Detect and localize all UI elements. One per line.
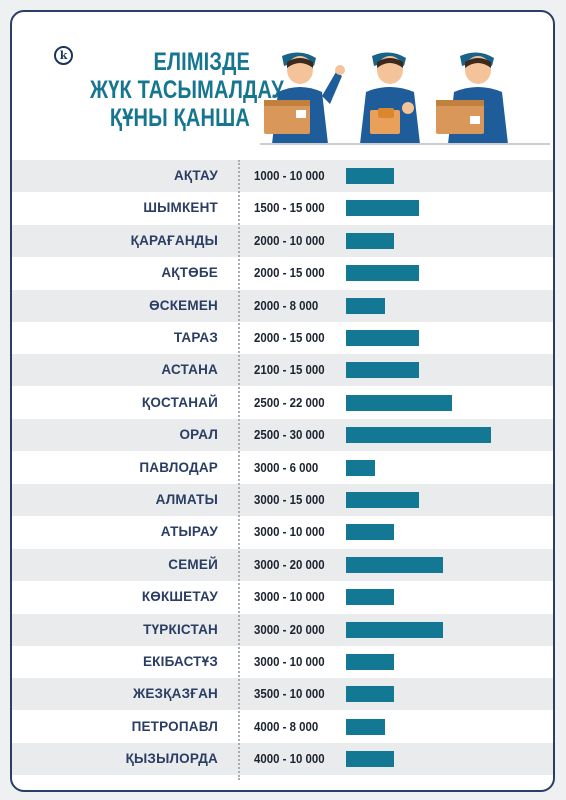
delivery-workers-illustration [260,52,550,145]
chart-row-band [12,743,553,776]
city-label: ЕКІБАСТҰЗ [142,654,218,669]
title-line-1: ЕЛІМІЗДЕ [153,48,250,76]
city-label: ҚЫЗЫЛОРДА [125,751,218,767]
price-range-label: 2000 - 15 000 [254,265,325,281]
price-range-label: 1500 - 15 000 [254,200,325,216]
city-label: ОРАЛ [179,427,218,443]
column-divider [238,160,240,780]
chart-row-band [12,451,553,484]
price-range-label: 3500 - 10 000 [254,686,325,702]
city-label: АСТАНА [161,362,218,378]
chart-row-band [12,192,553,225]
city-label: КӨКШЕТАУ [141,589,218,605]
price-bar [346,200,419,217]
price-range-label: 2000 - 8 000 [254,297,319,313]
price-range-label: 2000 - 10 000 [254,232,325,248]
chart-row-band [12,160,553,192]
price-bar [346,621,443,638]
price-range-label: 2500 - 30 000 [254,427,325,443]
price-range-label: 3000 - 10 000 [254,524,325,540]
chart-row-band [12,710,553,743]
city-label: ТАРАЗ [173,330,218,345]
chart-row-band [12,613,553,646]
price-bar [346,330,419,346]
price-bar [346,492,419,508]
city-label: ТҮРКІСТАН [143,621,218,637]
price-range-label: 3000 - 20 000 [254,621,325,637]
chart-row-band [12,516,553,549]
price-range-label: 4000 - 8 000 [254,718,319,734]
city-label: ӨСКЕМЕН [149,297,218,313]
city-label: ПЕТРОПАВЛ [131,718,218,734]
price-bar [346,751,395,768]
city-label: ҚОСТАНАЙ [141,394,218,410]
delivery-worker-3-icon [436,52,508,144]
price-range-label: 3000 - 6 000 [254,459,319,475]
price-range-label: 2100 - 15 000 [254,362,325,378]
price-bar [346,718,385,735]
price-range-label: 3000 - 10 000 [254,589,325,605]
price-range-label: 1000 - 10 000 [254,168,325,183]
price-bar [346,654,395,670]
price-bar [346,686,395,703]
city-label: СЕМЕЙ [168,556,218,572]
city-label: ШЫМКЕНТ [143,200,218,216]
price-bar [346,297,385,314]
price-bar [346,362,419,379]
chart-row-band [12,224,553,257]
title-line-3: ҚҰНЫ ҚАНША [109,104,250,132]
title-line-2: ЖҮК ТАСЫМАЛДАУ [90,76,284,104]
infographic-card: k ЕЛІМІЗДЕ ЖҮК ТАСЫМАЛДАУ ҚҰНЫ ҚАНША [10,10,555,792]
city-label: АҚТӨБЕ [161,265,218,281]
price-range-label: 3000 - 10 000 [254,654,325,669]
logo: k [54,46,73,65]
price-range-label: 2000 - 15 000 [254,330,325,345]
price-range-label: 4000 - 10 000 [254,751,325,767]
price-bar [346,427,491,444]
price-bar [346,394,453,411]
price-bar [346,168,395,184]
chart-row-band [12,386,553,419]
price-bar [346,265,419,282]
city-label: АТЫРАУ [160,524,218,540]
price-range-label: 3000 - 20 000 [254,556,325,572]
price-bar [346,589,395,606]
city-label: АҚТАУ [173,168,218,183]
city-label: ЖЕЗҚАЗҒАН [132,686,218,702]
price-range-chart: АҚТАУ 1000 - 10 000 ШЫМКЕНТ 1500 - 15 000 ҚА… [12,160,553,790]
price-bar [346,232,395,249]
chart-row-band [12,484,553,516]
city-label: ҚАРАҒАНДЫ [130,232,218,248]
price-range-label: 2500 - 22 000 [254,394,325,410]
delivery-worker-1-icon [264,52,345,144]
price-bar [346,556,443,573]
page-title: ЕЛІМІЗДЕ ЖҮК ТАСЫМАЛДАУ ҚҰНЫ ҚАНША [90,48,284,132]
price-range-label: 3000 - 15 000 [254,492,325,507]
price-bar [346,459,375,476]
city-label: АЛМАТЫ [155,492,218,507]
chart-row-band [12,354,553,387]
chart-row-band [12,257,553,290]
chart-row-band [12,581,553,614]
city-label: ПАВЛОДАР [139,459,218,475]
chart-row-band [12,322,553,354]
chart-row-band [12,678,553,711]
chart-row-band [12,646,553,678]
delivery-worker-2-icon [360,52,420,144]
chart-row-band [12,289,553,322]
chart-row-band [12,548,553,581]
price-bar [346,524,395,541]
